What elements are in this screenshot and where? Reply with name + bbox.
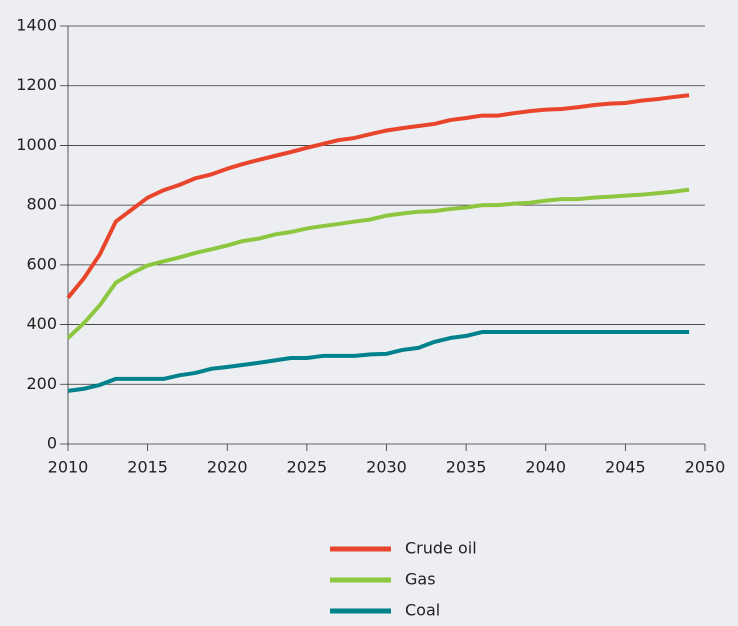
x-tick-label: 2025 [287, 458, 328, 477]
legend-label: Crude oil [405, 539, 477, 558]
y-tick-label: 1400 [16, 16, 57, 35]
y-tick-label: 600 [26, 254, 57, 273]
y-tick-label: 0 [47, 434, 57, 453]
x-tick-label: 2030 [366, 458, 407, 477]
line-series [66, 187, 690, 340]
y-tick-label: 200 [26, 374, 57, 393]
y-tick-label: 400 [26, 314, 57, 333]
legend-label: Coal [405, 601, 440, 620]
x-tick-label: 2040 [525, 458, 566, 477]
line-series [67, 330, 690, 393]
x-tick-label: 2045 [605, 458, 646, 477]
x-tick-label: 2010 [48, 458, 89, 477]
y-tick-label: 1000 [16, 135, 57, 154]
x-tick-label: 2020 [207, 458, 248, 477]
x-tick-label: 2035 [446, 458, 487, 477]
x-tick-label: 2050 [685, 458, 726, 477]
legend-label: Gas [405, 570, 436, 589]
x-tick-label: 2015 [127, 458, 168, 477]
line-series [66, 93, 690, 299]
y-tick-label: 800 [26, 195, 57, 214]
y-tick-label: 1200 [16, 75, 57, 94]
